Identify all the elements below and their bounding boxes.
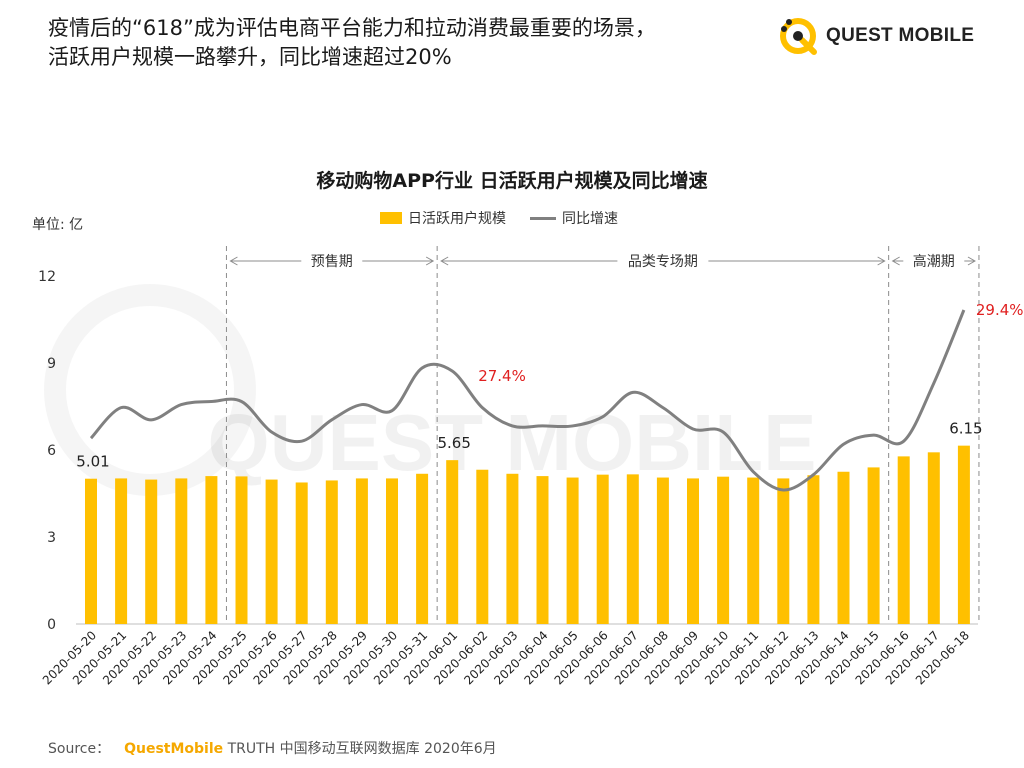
bar bbox=[626, 474, 639, 624]
headline-line-1: 疫情后的“618”成为评估电商平台能力和拉动消费最重要的场景， bbox=[48, 16, 656, 40]
watermark: QUEST MOBILE bbox=[208, 398, 817, 487]
bar bbox=[717, 476, 730, 624]
bar bbox=[777, 478, 790, 624]
chart-legend: 日活跃用户规模 同比增速 bbox=[380, 208, 618, 228]
bar bbox=[927, 452, 940, 624]
unit-label: 单位: 亿 bbox=[32, 217, 84, 233]
bar bbox=[295, 482, 308, 624]
bar bbox=[386, 478, 398, 624]
bar bbox=[265, 479, 278, 624]
y-tick-label: 12 bbox=[38, 269, 56, 285]
bar bbox=[85, 478, 97, 624]
bar-data-label: 5.01 bbox=[76, 453, 109, 471]
bar bbox=[596, 474, 609, 624]
period-label: 预售期 bbox=[311, 254, 353, 270]
arrowhead-right-icon bbox=[967, 256, 976, 266]
legend-swatch-line bbox=[530, 216, 556, 220]
arrowhead-left-icon bbox=[440, 256, 449, 266]
bar bbox=[175, 478, 188, 624]
period-label: 高潮期 bbox=[913, 253, 955, 270]
y-tick-label: 3 bbox=[47, 530, 56, 546]
bar bbox=[145, 479, 158, 624]
bar bbox=[566, 477, 579, 624]
bar bbox=[957, 445, 970, 624]
arrowhead-right-icon bbox=[425, 256, 435, 266]
legend-label-bar: 日活跃用户规模 bbox=[408, 211, 506, 227]
bar bbox=[897, 456, 910, 624]
y-tick-label: 6 bbox=[47, 443, 56, 459]
arrowhead-left-icon bbox=[229, 256, 238, 266]
bar bbox=[536, 476, 549, 624]
bar bbox=[205, 476, 218, 624]
bar bbox=[807, 475, 820, 624]
headline: 疫情后的“618”成为评估电商平台能力和拉动消费最重要的场景， 活跃用户规模一路… bbox=[48, 14, 768, 72]
legend-swatch-bar bbox=[380, 212, 402, 224]
bar bbox=[416, 473, 429, 624]
legend-label-line: 同比增速 bbox=[562, 211, 618, 227]
bar bbox=[656, 477, 669, 624]
period-label: 品类专场期 bbox=[628, 254, 698, 270]
chart-title: 移动购物APP行业 日活跃用户规模及同比增速 bbox=[316, 170, 708, 192]
bar bbox=[235, 476, 248, 624]
bar bbox=[867, 467, 880, 624]
bar bbox=[687, 478, 699, 624]
source-suffix: TRUTH 中国移动互联网数据库 2020年6月 bbox=[223, 741, 497, 757]
arrowhead-left-icon bbox=[891, 256, 900, 266]
source-line: Source： QuestMobile TRUTH 中国移动互联网数据库 2020… bbox=[48, 738, 497, 758]
y-tick-label: 0 bbox=[47, 617, 56, 633]
growth-pct-label: 27.4% bbox=[478, 367, 526, 385]
source-brand: QuestMobile bbox=[124, 741, 224, 757]
growth-line bbox=[89, 309, 966, 492]
bar bbox=[355, 478, 368, 624]
bar bbox=[115, 478, 128, 624]
bar bbox=[446, 460, 459, 624]
questmobile-logo-icon bbox=[780, 18, 817, 55]
bar-data-label: 6.15 bbox=[949, 420, 982, 438]
bar bbox=[506, 473, 519, 624]
bar-data-label: 5.65 bbox=[437, 434, 470, 452]
questmobile-logo: QUEST MOBILE bbox=[776, 14, 974, 58]
growth-pct-label: 29.4% bbox=[976, 301, 1024, 319]
arrowhead-right-icon bbox=[877, 256, 886, 266]
headline-line-2: 活跃用户规模一路攀升，同比增速超过20% bbox=[48, 45, 452, 69]
bar bbox=[747, 477, 760, 624]
bar bbox=[325, 480, 338, 624]
source-prefix: Source： bbox=[48, 741, 111, 757]
bar bbox=[476, 469, 489, 624]
y-tick-label: 9 bbox=[47, 356, 56, 372]
bar bbox=[837, 471, 850, 624]
logo-text: QUEST MOBILE bbox=[826, 25, 975, 46]
